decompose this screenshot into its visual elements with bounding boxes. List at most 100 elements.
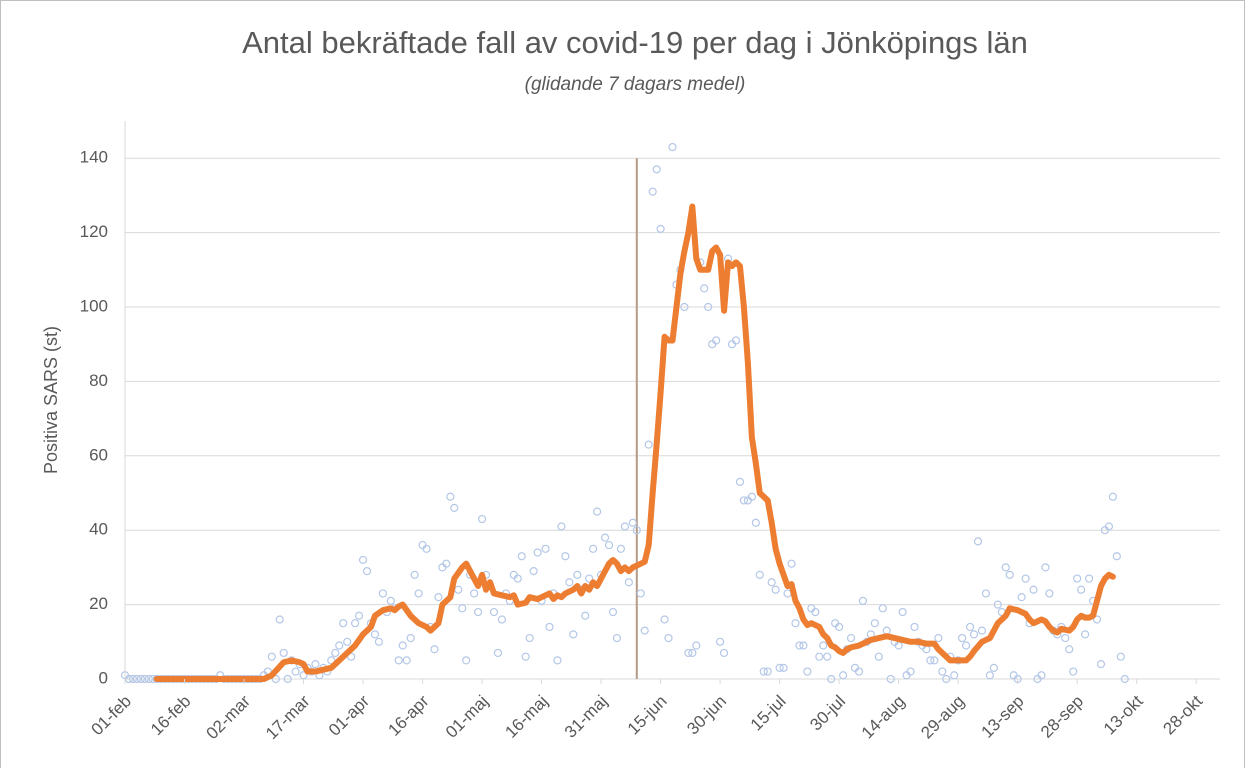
data-point xyxy=(132,674,142,684)
data-point xyxy=(410,570,419,579)
data-point xyxy=(755,570,764,579)
data-point xyxy=(1120,674,1129,684)
data-point xyxy=(910,622,919,632)
data-point xyxy=(993,600,1002,609)
data-point xyxy=(1037,671,1046,680)
data-point xyxy=(517,552,526,561)
data-point xyxy=(1061,633,1070,643)
data-point xyxy=(406,633,415,643)
data-point xyxy=(763,667,772,676)
data-point xyxy=(680,302,689,312)
data-point xyxy=(1065,645,1074,654)
data-point xyxy=(771,585,780,594)
data-point xyxy=(275,615,284,624)
data-point xyxy=(1104,522,1114,531)
data-point xyxy=(934,633,943,643)
data-point xyxy=(470,589,479,598)
data-point xyxy=(624,578,633,587)
data-point xyxy=(513,574,522,583)
data-point xyxy=(759,667,768,676)
data-point xyxy=(787,559,796,568)
data-point xyxy=(719,648,729,658)
data-point xyxy=(394,656,403,665)
data-point xyxy=(835,622,844,632)
data-point xyxy=(644,440,653,449)
data-point xyxy=(573,570,582,579)
data-point xyxy=(525,633,534,643)
data-point xyxy=(343,637,352,646)
data-point xyxy=(462,656,471,665)
y-tick-label: 120 xyxy=(80,222,108,241)
data-point xyxy=(616,544,626,553)
data-point xyxy=(600,533,610,542)
data-point xyxy=(700,284,709,293)
data-point xyxy=(811,607,820,617)
data-point xyxy=(795,641,804,650)
data-point xyxy=(652,165,661,174)
marks xyxy=(120,142,1129,684)
data-point xyxy=(969,630,979,639)
data-point xyxy=(779,663,788,672)
data-point xyxy=(1116,652,1125,661)
data-point xyxy=(489,607,499,617)
data-point xyxy=(898,607,907,617)
data-point xyxy=(660,615,669,624)
data-point xyxy=(775,663,784,672)
data-point xyxy=(791,619,800,628)
chart-title: Antal bekräftade fall av covid-19 per da… xyxy=(242,25,1028,60)
moving-average-line xyxy=(153,203,1116,682)
data-point xyxy=(668,142,677,152)
data-point xyxy=(561,552,570,561)
data-point xyxy=(1073,574,1082,583)
data-point xyxy=(521,652,530,661)
data-point xyxy=(656,224,665,233)
data-point xyxy=(965,622,975,632)
data-point xyxy=(751,518,760,527)
data-point xyxy=(942,674,951,684)
data-point xyxy=(450,503,459,512)
data-point xyxy=(529,567,538,576)
data-point xyxy=(354,611,364,620)
data-point xyxy=(973,537,983,546)
data-point xyxy=(739,496,749,505)
data-point xyxy=(1029,585,1038,594)
data-point xyxy=(331,648,340,658)
data-point xyxy=(497,615,507,624)
data-point xyxy=(398,641,407,650)
data-point xyxy=(1092,615,1102,624)
data-point xyxy=(684,648,693,658)
data-point xyxy=(358,555,368,565)
data-point xyxy=(712,336,721,345)
data-point xyxy=(144,674,153,684)
data-point xyxy=(541,544,550,553)
data-point xyxy=(569,630,578,639)
data-point xyxy=(604,540,614,550)
data-point xyxy=(886,674,895,684)
data-point xyxy=(458,604,467,613)
data-point xyxy=(339,619,348,628)
data-point xyxy=(533,548,542,557)
data-point xyxy=(977,626,987,635)
data-point xyxy=(688,648,697,658)
data-point xyxy=(581,611,590,620)
data-point xyxy=(838,671,848,680)
data-point xyxy=(874,652,883,661)
data-point xyxy=(827,674,836,684)
data-point xyxy=(926,656,935,665)
data-point xyxy=(632,526,641,535)
data-point xyxy=(477,514,487,524)
data-point xyxy=(402,656,411,665)
data-point xyxy=(819,641,828,650)
data-point xyxy=(735,477,745,486)
data-point xyxy=(557,522,566,531)
data-point xyxy=(767,578,776,587)
data-point xyxy=(950,671,959,680)
data-point xyxy=(299,671,308,680)
data-point xyxy=(267,652,276,661)
data-point xyxy=(1045,589,1054,598)
data-point xyxy=(374,637,384,646)
data-point xyxy=(1084,574,1094,583)
data-point xyxy=(906,667,915,676)
